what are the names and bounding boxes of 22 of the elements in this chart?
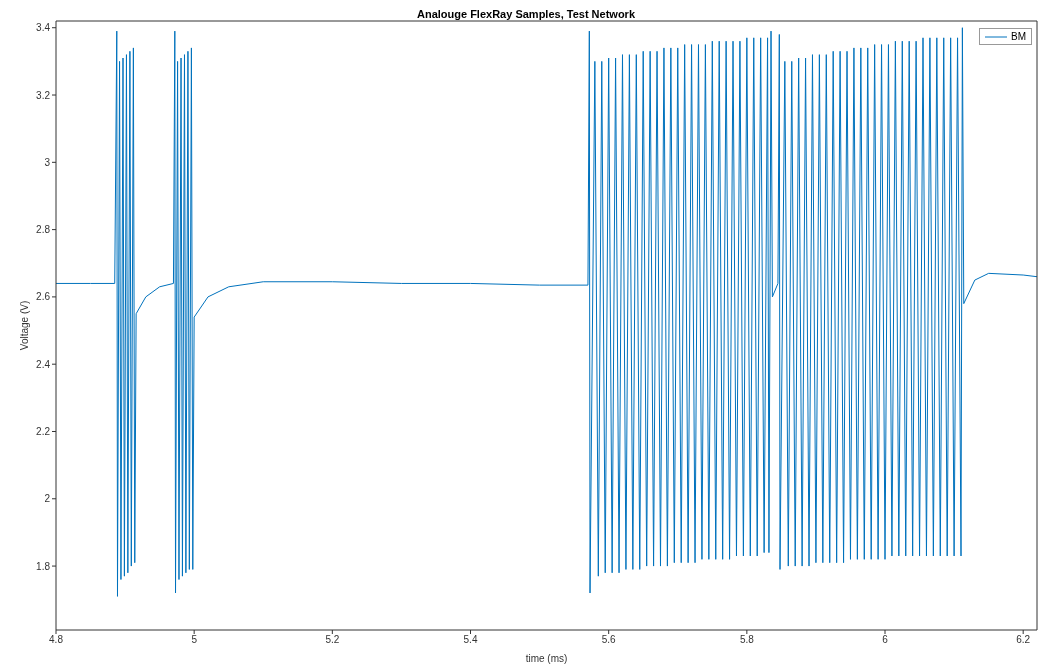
x-tick-label: 6 <box>882 634 889 646</box>
legend-label: BM <box>1011 31 1026 42</box>
y-axis-title: Voltage (V) <box>18 300 30 351</box>
x-axis-title: time (ms) <box>525 653 568 664</box>
chart-title: Analouge FlexRay Samples, Test Network <box>416 8 636 20</box>
y-tick-label: 3.2 <box>36 89 51 101</box>
x-tick-label: 5.6 <box>601 634 617 646</box>
x-tick-label: 5.2 <box>325 634 340 646</box>
x-tick-label: 5.8 <box>739 634 755 646</box>
y-tick-label: 2.8 <box>36 224 51 236</box>
line-series <box>56 27 1037 597</box>
y-tick-label: 1.8 <box>36 560 51 572</box>
y-tick-label: 3.4 <box>36 22 51 34</box>
x-tick-label: 4.8 <box>49 634 64 646</box>
y-tick-label: 2.2 <box>36 426 51 438</box>
x-tick-label: 5.4 <box>463 634 478 646</box>
x-tick-label: 5 <box>191 634 198 646</box>
x-tick-label: 6.2 <box>1016 634 1031 646</box>
y-tick-label: 2 <box>44 493 51 505</box>
y-tick-label: 2.6 <box>36 291 51 303</box>
y-tick-label: 2.4 <box>36 358 51 370</box>
y-tick-label: 3 <box>44 156 51 168</box>
